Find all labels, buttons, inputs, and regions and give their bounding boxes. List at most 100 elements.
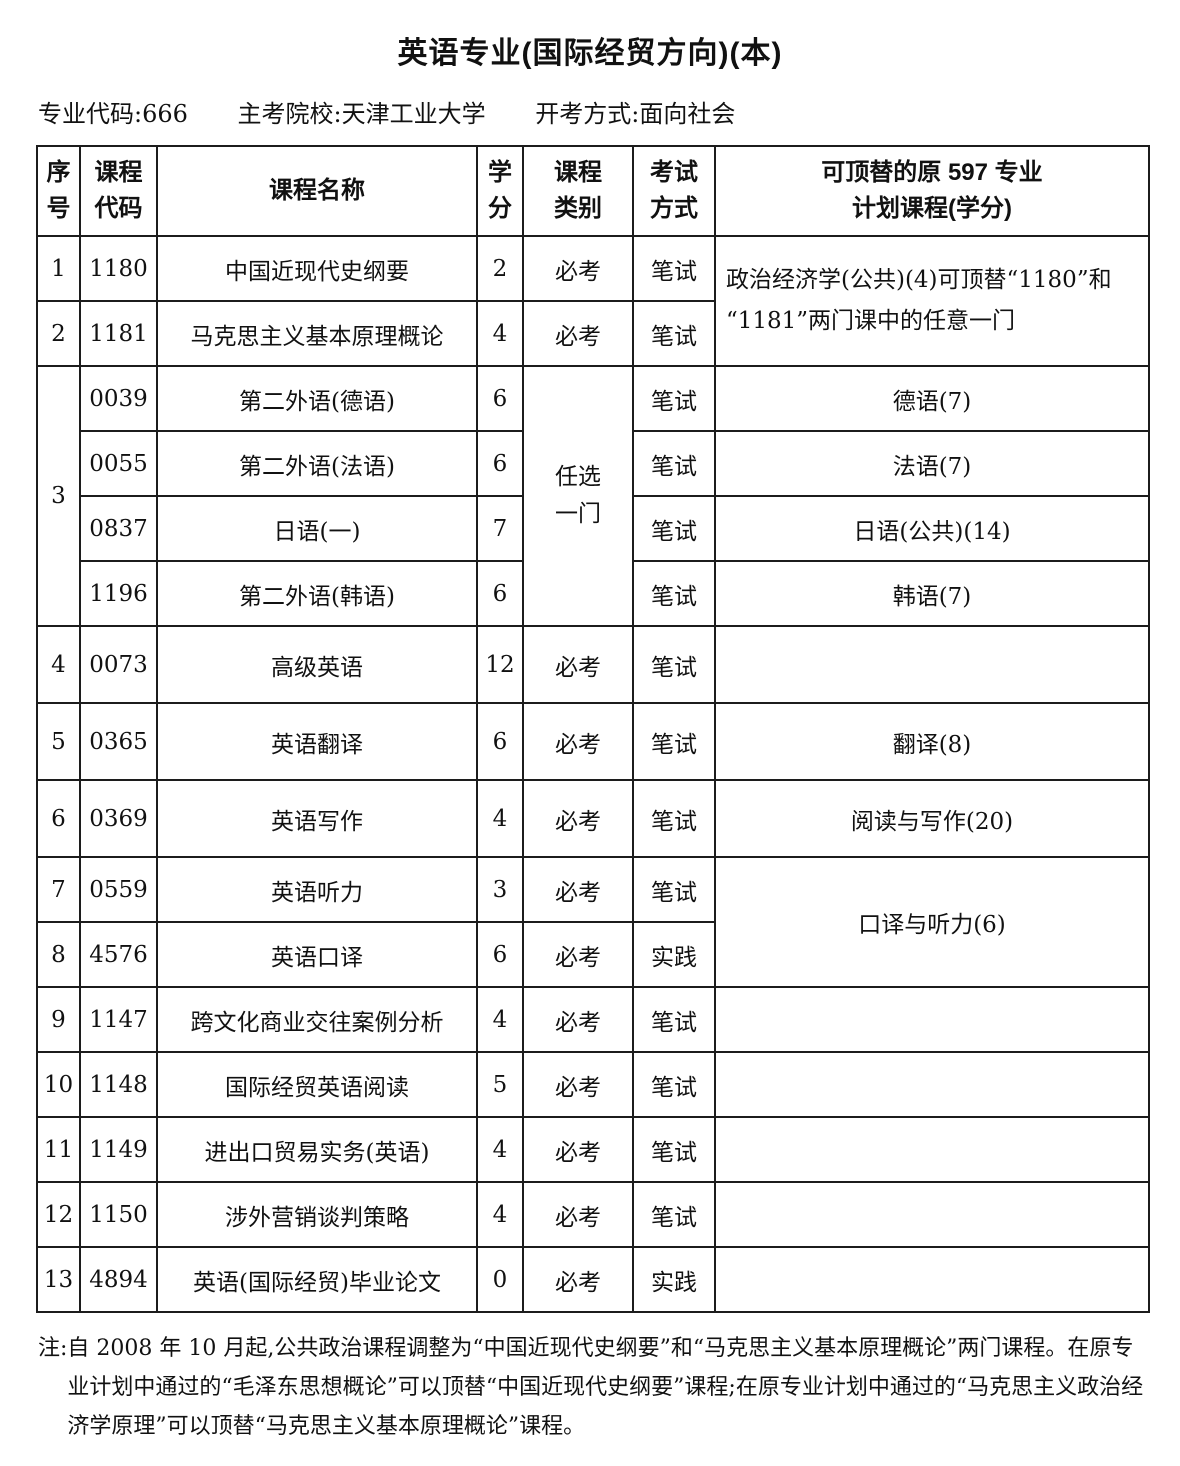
exam-mode: 开考方式:面向社会 [535,100,736,128]
cell-credits: 7 [476,495,524,562]
cell-credits: 4 [476,986,524,1053]
cell-exam: 笔试 [632,235,716,302]
course-row: 1 1180 中国近现代史纲要 2 必考 笔试 政治经济学(公共)(4)可顶替“… [36,235,1150,367]
cell-name: 英语听力 [156,856,478,923]
meta-line: 专业代码:666 主考院校:天津工业大学 开考方式:面向社会 [38,94,1146,129]
cell-seq: 9 [36,986,81,1053]
cell-code: 0369 [79,779,158,858]
cell-category: 必考 [522,300,634,367]
cell-replace [714,1181,1150,1248]
cell-code: 1148 [79,1051,158,1118]
cell-exam: 笔试 [632,430,716,497]
cell-code: 0039 [79,365,158,432]
cell-replace [714,625,1150,704]
cell-code: 1147 [79,986,158,1053]
cell-seq: 11 [36,1116,81,1183]
course-row: 4 0073 高级英语 12 必考 笔试 [36,625,1150,704]
cell-replace: 韩语(7) [714,560,1150,627]
cell-exam: 笔试 [632,779,716,858]
cell-category: 任选 一门 [522,365,634,627]
cell-name: 第二外语(德语) [156,365,478,432]
cell-category: 必考 [522,986,634,1053]
course-row: 0837 日语(一) 7 笔试 日语(公共)(14) [37,495,1150,562]
cell-code: 0365 [79,702,158,781]
course-row: 3 0039 第二外语(德语) 6 任选 一门 笔试 德语(7) [36,365,1150,627]
cell-seq: 5 [36,702,81,781]
course-row: 8 4576 英语口译 6 必考 实践 [36,921,1149,988]
cell-credits: 3 [476,856,524,923]
cell-replace: 口译与听力(6) [714,856,1150,988]
cell-category: 必考 [522,779,634,858]
cell-credits: 6 [476,430,524,497]
cell-category: 必考 [522,1181,634,1248]
major-code: 专业代码:666 [38,100,188,128]
cell-replace: 阅读与写作(20) [714,779,1150,858]
cell-credits: 6 [476,560,524,627]
cell-exam: 笔试 [632,1116,716,1183]
cell-exam: 笔试 [632,702,716,781]
cell-category: 必考 [522,702,634,781]
course-row: 6 0369 英语写作 4 必考 笔试 阅读与写作(20) [36,779,1150,858]
course-row: 13 4894 英语(国际经贸)毕业论文 0 必考 实践 [36,1246,1150,1313]
course-row: 1196 第二外语(韩语) 6 笔试 韩语(7) [37,560,1150,627]
cell-name: 第二外语(法语) [156,430,478,497]
cell-code: 4894 [79,1246,158,1313]
cell-category: 必考 [522,921,634,988]
cell-category: 必考 [522,625,634,704]
cell-exam: 笔试 [632,495,716,562]
cell-code: 0837 [79,495,158,562]
cell-category: 必考 [522,1051,634,1118]
cell-exam: 笔试 [632,560,716,627]
cell-replace [714,986,1150,1053]
cell-name: 马克思主义基本原理概论 [156,300,478,367]
cell-credits: 6 [476,921,524,988]
col-header-exam: 考试 方式 [632,145,716,237]
course-row: 5 0365 英语翻译 6 必考 笔试 翻译(8) [36,702,1150,781]
course-row: 12 1150 涉外营销谈判策略 4 必考 笔试 [36,1181,1150,1248]
cell-category: 必考 [522,1246,634,1313]
col-header-name: 课程名称 [156,145,478,237]
footnote: 注: 自 2008 年 10 月起,公共政治课程调整为“中国近现代史纲要”和“马… [38,1329,1150,1446]
col-header-seq: 序 号 [36,145,81,237]
col-header-code: 课程 代码 [79,145,158,237]
host-school: 主考院校:天津工业大学 [237,100,486,128]
footnote-text: 自 2008 年 10 月起,公共政治课程调整为“中国近现代史纲要”和“马克思主… [67,1336,1144,1440]
cell-name: 中国近现代史纲要 [156,235,478,302]
cell-name: 第二外语(韩语) [156,560,478,627]
cell-name: 高级英语 [156,625,478,704]
cell-category: 必考 [522,1116,634,1183]
page-title: 英语专业(国际经贸方向)(本) [397,37,783,70]
cell-credits: 2 [476,235,524,302]
course-row: 9 1147 跨文化商业交往案例分析 4 必考 笔试 [36,986,1150,1053]
course-row: 0055 第二外语(法语) 6 笔试 法语(7) [37,430,1150,497]
cell-replace: 政治经济学(公共)(4)可顶替“1180”和“1181”两门课中的任意一门 [714,235,1150,367]
cell-exam: 笔试 [632,1181,716,1248]
cell-exam: 笔试 [632,625,716,704]
cell-credits: 4 [476,1181,524,1248]
cell-replace: 翻译(8) [714,702,1150,781]
cell-category: 必考 [522,235,634,302]
cell-credits: 6 [476,702,524,781]
course-row: 11 1149 进出口贸易实务(英语) 4 必考 笔试 [36,1116,1150,1183]
cell-seq: 3 [36,365,81,627]
cell-code: 0559 [79,856,158,923]
course-row: 2 1181 马克思主义基本原理概论 4 必考 笔试 [36,300,1149,367]
cell-category: 必考 [522,856,634,923]
cell-name: 英语口译 [156,921,478,988]
cell-name: 英语翻译 [156,702,478,781]
cell-code: 1149 [79,1116,158,1183]
cell-name: 英语(国际经贸)毕业论文 [156,1246,478,1313]
cell-exam: 笔试 [632,365,716,432]
course-row: 10 1148 国际经贸英语阅读 5 必考 笔试 [36,1051,1150,1118]
cell-exam: 实践 [632,921,716,988]
cell-credits: 12 [476,625,524,704]
cell-replace: 法语(7) [714,430,1150,497]
cell-replace [714,1051,1150,1118]
cell-code: 1150 [79,1181,158,1248]
cell-credits: 4 [476,300,524,367]
cell-seq: 7 [36,856,81,923]
cell-name: 国际经贸英语阅读 [156,1051,478,1118]
cell-replace: 日语(公共)(14) [714,495,1150,562]
cell-seq: 6 [36,779,81,858]
